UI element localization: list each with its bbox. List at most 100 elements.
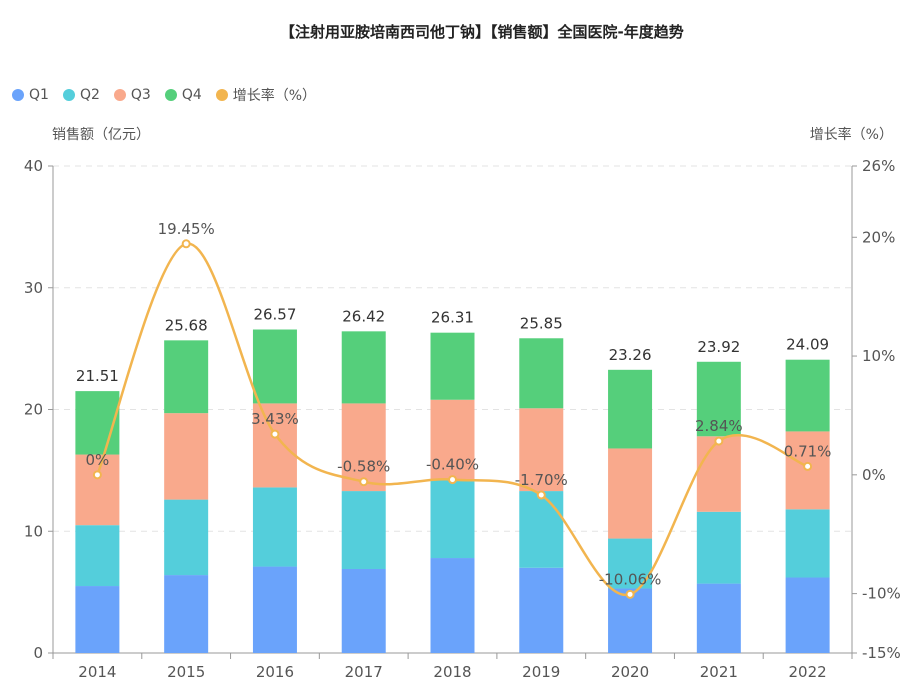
legend-label-q3: Q3: [130, 87, 151, 103]
legend-marker-q4: [164, 89, 177, 101]
growth-label-2016: 3.43%: [251, 410, 299, 428]
x-tick-label: 2018: [433, 663, 471, 681]
legend-label-q1: Q1: [29, 87, 49, 103]
growth-label-2019: -1.70%: [515, 471, 568, 489]
growth-point-2016: [270, 429, 280, 439]
total-label-2016: 26.57: [253, 306, 296, 324]
bar-q2-2017: [341, 491, 386, 569]
y-left-tick-label: 20: [24, 401, 43, 419]
bar-q4-2016: [252, 329, 297, 404]
bar-q1-2017: [341, 568, 386, 653]
legend-label-q4: Q4: [181, 87, 202, 103]
bar-q4-2019: [519, 338, 564, 409]
total-label-2014: 21.51: [76, 367, 119, 385]
total-label-2018: 26.31: [431, 309, 474, 327]
bar-q4-2014: [75, 391, 120, 455]
y-axis-right-title: 增长率（%）: [809, 127, 893, 143]
y-right-tick-label: 10%: [862, 347, 895, 365]
bar-q1-2016: [252, 566, 297, 653]
y-right-tick-label: 26%: [862, 157, 895, 175]
growth-label-2021: 2.84%: [695, 417, 743, 435]
bar-q2-2022: [785, 509, 830, 578]
bar-q1-2020: [608, 588, 653, 653]
bar-q3-2016: [252, 403, 297, 488]
bar-q1-2022: [785, 577, 830, 653]
growth-point-2021: [714, 436, 724, 446]
legend-marker-q3: [113, 89, 126, 101]
growth-point-2019: [536, 490, 546, 500]
growth-label-2015: 19.45%: [158, 220, 215, 238]
x-tick-label: 2022: [789, 663, 827, 681]
y-left-tick-label: 30: [24, 279, 43, 297]
bar-q3-2020: [608, 448, 653, 539]
y-right-tick-label: 20%: [862, 228, 895, 246]
bar-q2-2016: [252, 487, 297, 567]
bar-q1-2019: [519, 567, 564, 653]
x-tick-label: 2019: [522, 663, 560, 681]
growth-label-2017: -0.58%: [337, 458, 390, 476]
total-label-2021: 23.92: [697, 338, 740, 356]
growth-label-2020: -10.06%: [599, 570, 662, 588]
bar-q2-2015: [164, 499, 209, 576]
growth-point-2015: [181, 239, 191, 249]
y-right-tick-label: -10%: [862, 585, 901, 603]
y-left-tick-label: 40: [24, 157, 43, 175]
bar-q4-2020: [608, 369, 653, 449]
bar-q1-2018: [430, 558, 475, 653]
growth-point-2014: [92, 470, 102, 480]
bar-q3-2017: [341, 403, 386, 492]
total-label-2020: 23.26: [609, 346, 652, 364]
growth-point-2020: [625, 589, 635, 599]
growth-point-2022: [803, 461, 813, 471]
y-axis-left-title: 销售额（亿元）: [52, 127, 150, 143]
bar-q4-2017: [341, 331, 386, 404]
bar-q3-2015: [164, 413, 209, 500]
bar-q2-2014: [75, 525, 120, 587]
legend-item-q2[interactable]: Q2: [62, 87, 100, 103]
bar-q3-2021: [696, 436, 741, 512]
x-tick-label: 2021: [700, 663, 738, 681]
bar-q3-2018: [430, 399, 475, 481]
bar-q4-2018: [430, 332, 475, 400]
x-tick-label: 2020: [611, 663, 649, 681]
x-tick-label: 2016: [256, 663, 294, 681]
growth-label-2018: -0.40%: [426, 456, 479, 474]
growth-point-2017: [359, 477, 369, 487]
bar-q3-2014: [75, 454, 120, 526]
growth-point-2018: [448, 475, 457, 485]
y-right-tick-label: 0%: [862, 466, 886, 484]
x-tick-label: 2017: [345, 663, 383, 681]
legend-label-growth: 增长率（%）: [232, 88, 317, 104]
legend: Q1 Q2 Q3 Q4 增长率（%）: [12, 85, 330, 105]
total-label-2022: 24.09: [786, 336, 829, 354]
chart-title: 【注射用亚胺培南西司他丁钠】【销售额】全国医院-年度趋势: [280, 23, 684, 41]
bar-q2-2018: [430, 480, 475, 559]
y-left-tick-label: 10: [24, 522, 43, 540]
total-label-2017: 26.42: [342, 307, 385, 325]
bar-q4-2021: [696, 361, 741, 437]
bar-q1-2014: [75, 586, 120, 653]
bar-q1-2015: [164, 575, 209, 653]
bar-q2-2021: [696, 511, 741, 584]
legend-item-growth[interactable]: 增长率（%）: [215, 85, 317, 105]
legend-item-q3[interactable]: Q3: [113, 87, 151, 103]
growth-label-2022: 0.71%: [784, 442, 832, 460]
bar-q4-2022: [785, 359, 830, 432]
total-label-2015: 25.68: [165, 316, 208, 334]
bar-q4-2015: [164, 340, 209, 414]
legend-item-q1[interactable]: Q1: [12, 87, 49, 103]
legend-marker-q1: [12, 89, 24, 101]
legend-item-q4[interactable]: Q4: [164, 87, 202, 103]
total-label-2019: 25.85: [520, 314, 563, 332]
legend-marker-growth: [215, 89, 228, 101]
y-left-tick-label: 0: [33, 644, 43, 662]
x-tick-label: 2015: [167, 663, 205, 681]
y-right-tick-label: -15%: [862, 644, 901, 662]
bar-q3-2019: [519, 408, 564, 492]
growth-label-2014: 0%: [85, 451, 109, 469]
x-tick-label: 2014: [78, 663, 116, 681]
legend-label-q2: Q2: [79, 87, 100, 103]
bar-q2-2019: [519, 491, 564, 568]
bar-q1-2021: [696, 583, 741, 653]
